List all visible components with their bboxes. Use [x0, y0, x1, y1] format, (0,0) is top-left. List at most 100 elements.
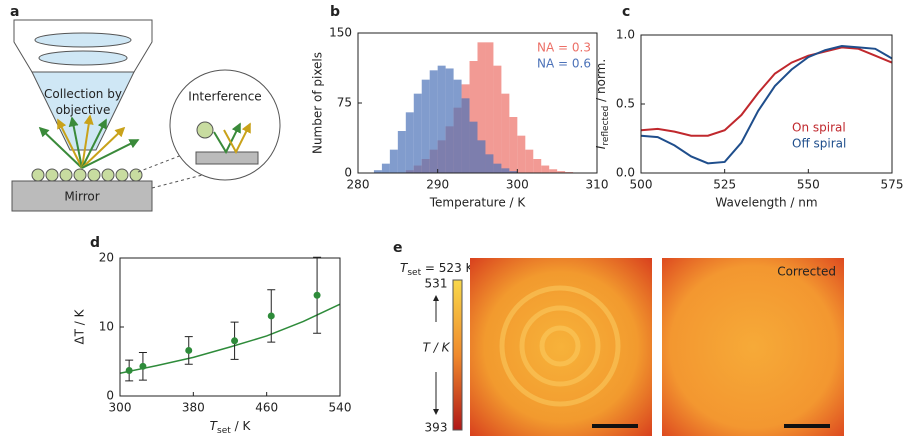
panel-label: a	[10, 4, 19, 20]
bar	[413, 93, 422, 173]
inset-ray	[213, 122, 241, 155]
axis-label: Ireflected / norm.	[594, 59, 611, 149]
panel-label: d	[90, 235, 100, 251]
x-tick-label: 290	[426, 178, 449, 192]
panel-label: e	[393, 240, 403, 256]
colorbar	[452, 279, 463, 431]
x-tick-label: 380	[182, 401, 205, 415]
x-tick-label: 500	[630, 178, 653, 192]
axis-label: Wavelength / nm	[715, 196, 817, 210]
legend-entry: NA = 0.6	[537, 57, 591, 71]
x-tick-label: 300	[109, 401, 132, 415]
objective-label: Collection by objective	[44, 87, 122, 117]
bar	[501, 93, 510, 173]
bar	[445, 68, 454, 173]
lens	[34, 32, 132, 48]
mirror	[11, 180, 153, 212]
colorbar-max: 531	[425, 277, 448, 291]
x-tick-label: 460	[255, 401, 278, 415]
point	[139, 362, 147, 370]
y-tick-label: 1.0	[616, 28, 635, 42]
y-tick-label: 0	[344, 166, 352, 180]
setpoint-label: Tset = 523 K	[400, 261, 475, 278]
axis-label: Temperature / K	[429, 196, 527, 210]
lens	[38, 50, 128, 66]
axis-label-sub: reflected	[601, 106, 611, 146]
panel-label: b	[330, 4, 340, 20]
bar	[485, 42, 494, 174]
scale-bar	[784, 424, 830, 428]
bar	[461, 98, 470, 173]
y-tick-label: 75	[337, 96, 352, 110]
x-tick-label: 300	[506, 178, 529, 192]
colorbar-min: 393	[425, 421, 448, 435]
bar	[509, 117, 518, 173]
x-tick-label: 280	[347, 178, 370, 192]
bar	[389, 149, 398, 173]
line	[640, 45, 893, 165]
legend-entry: Off spiral	[792, 137, 846, 151]
point	[125, 366, 133, 374]
bar	[469, 121, 478, 173]
rest: = 523 K	[421, 261, 474, 275]
point	[231, 337, 239, 345]
bar	[517, 135, 526, 173]
bar	[509, 171, 518, 173]
y-tick-label: 20	[99, 251, 114, 265]
objective-line: Collection by	[44, 87, 122, 101]
bar	[405, 112, 414, 173]
spiral	[499, 285, 621, 407]
point	[313, 291, 321, 299]
axis-label-unit: / K	[231, 419, 252, 433]
bar	[557, 171, 566, 173]
sub: set	[407, 268, 421, 278]
rays	[38, 114, 140, 169]
inset-particle	[196, 121, 214, 139]
axis-label-main: T	[210, 419, 219, 433]
bar	[397, 131, 406, 173]
y-tick-label: 0.5	[616, 97, 635, 111]
inset-mirror	[195, 151, 259, 165]
line	[640, 46, 893, 137]
axis-label-unit: / norm.	[594, 59, 608, 106]
x-tick-label: 525	[713, 178, 736, 192]
corrected-label: Corrected	[777, 265, 836, 279]
image	[662, 258, 844, 436]
bar	[429, 70, 438, 173]
point	[185, 346, 193, 354]
inset-ray	[223, 122, 251, 155]
y-tick-label: 150	[329, 26, 352, 40]
sym: T	[400, 261, 409, 275]
y-tick-label: 0.0	[616, 166, 635, 180]
bar	[549, 169, 558, 173]
x-tick-label: 540	[329, 401, 352, 415]
bar	[541, 165, 550, 173]
bar	[493, 65, 502, 173]
bar	[437, 65, 446, 173]
axis-label: ΔT / K	[73, 308, 87, 344]
legend-entry: On spiral	[792, 121, 846, 135]
particles	[31, 168, 143, 182]
inset-label: Interference	[188, 90, 261, 104]
image-panel: e Tset = 523 K 531 393 T / K Corrected	[393, 240, 844, 436]
bar	[525, 149, 534, 173]
image	[470, 258, 652, 436]
bar	[453, 79, 462, 173]
colorbar-label: T / K	[423, 341, 451, 355]
x-tick-label: 310	[586, 178, 609, 192]
bar	[477, 140, 486, 173]
bar	[477, 42, 486, 174]
legend-entry: NA = 0.3	[537, 41, 591, 55]
axis-label-main: I	[594, 145, 608, 149]
scale-bar	[592, 424, 638, 428]
x-tick-label: 575	[881, 178, 904, 192]
mirror-label: Mirror	[64, 190, 99, 204]
x-tick-label: 550	[797, 178, 820, 192]
axis-label-sub: set	[217, 426, 231, 436]
objective-line: objective	[56, 103, 111, 117]
panel-label: c	[622, 4, 630, 20]
y-tick-label: 0	[106, 389, 114, 403]
plot-frame	[119, 257, 341, 397]
zoom-line	[151, 171, 215, 189]
